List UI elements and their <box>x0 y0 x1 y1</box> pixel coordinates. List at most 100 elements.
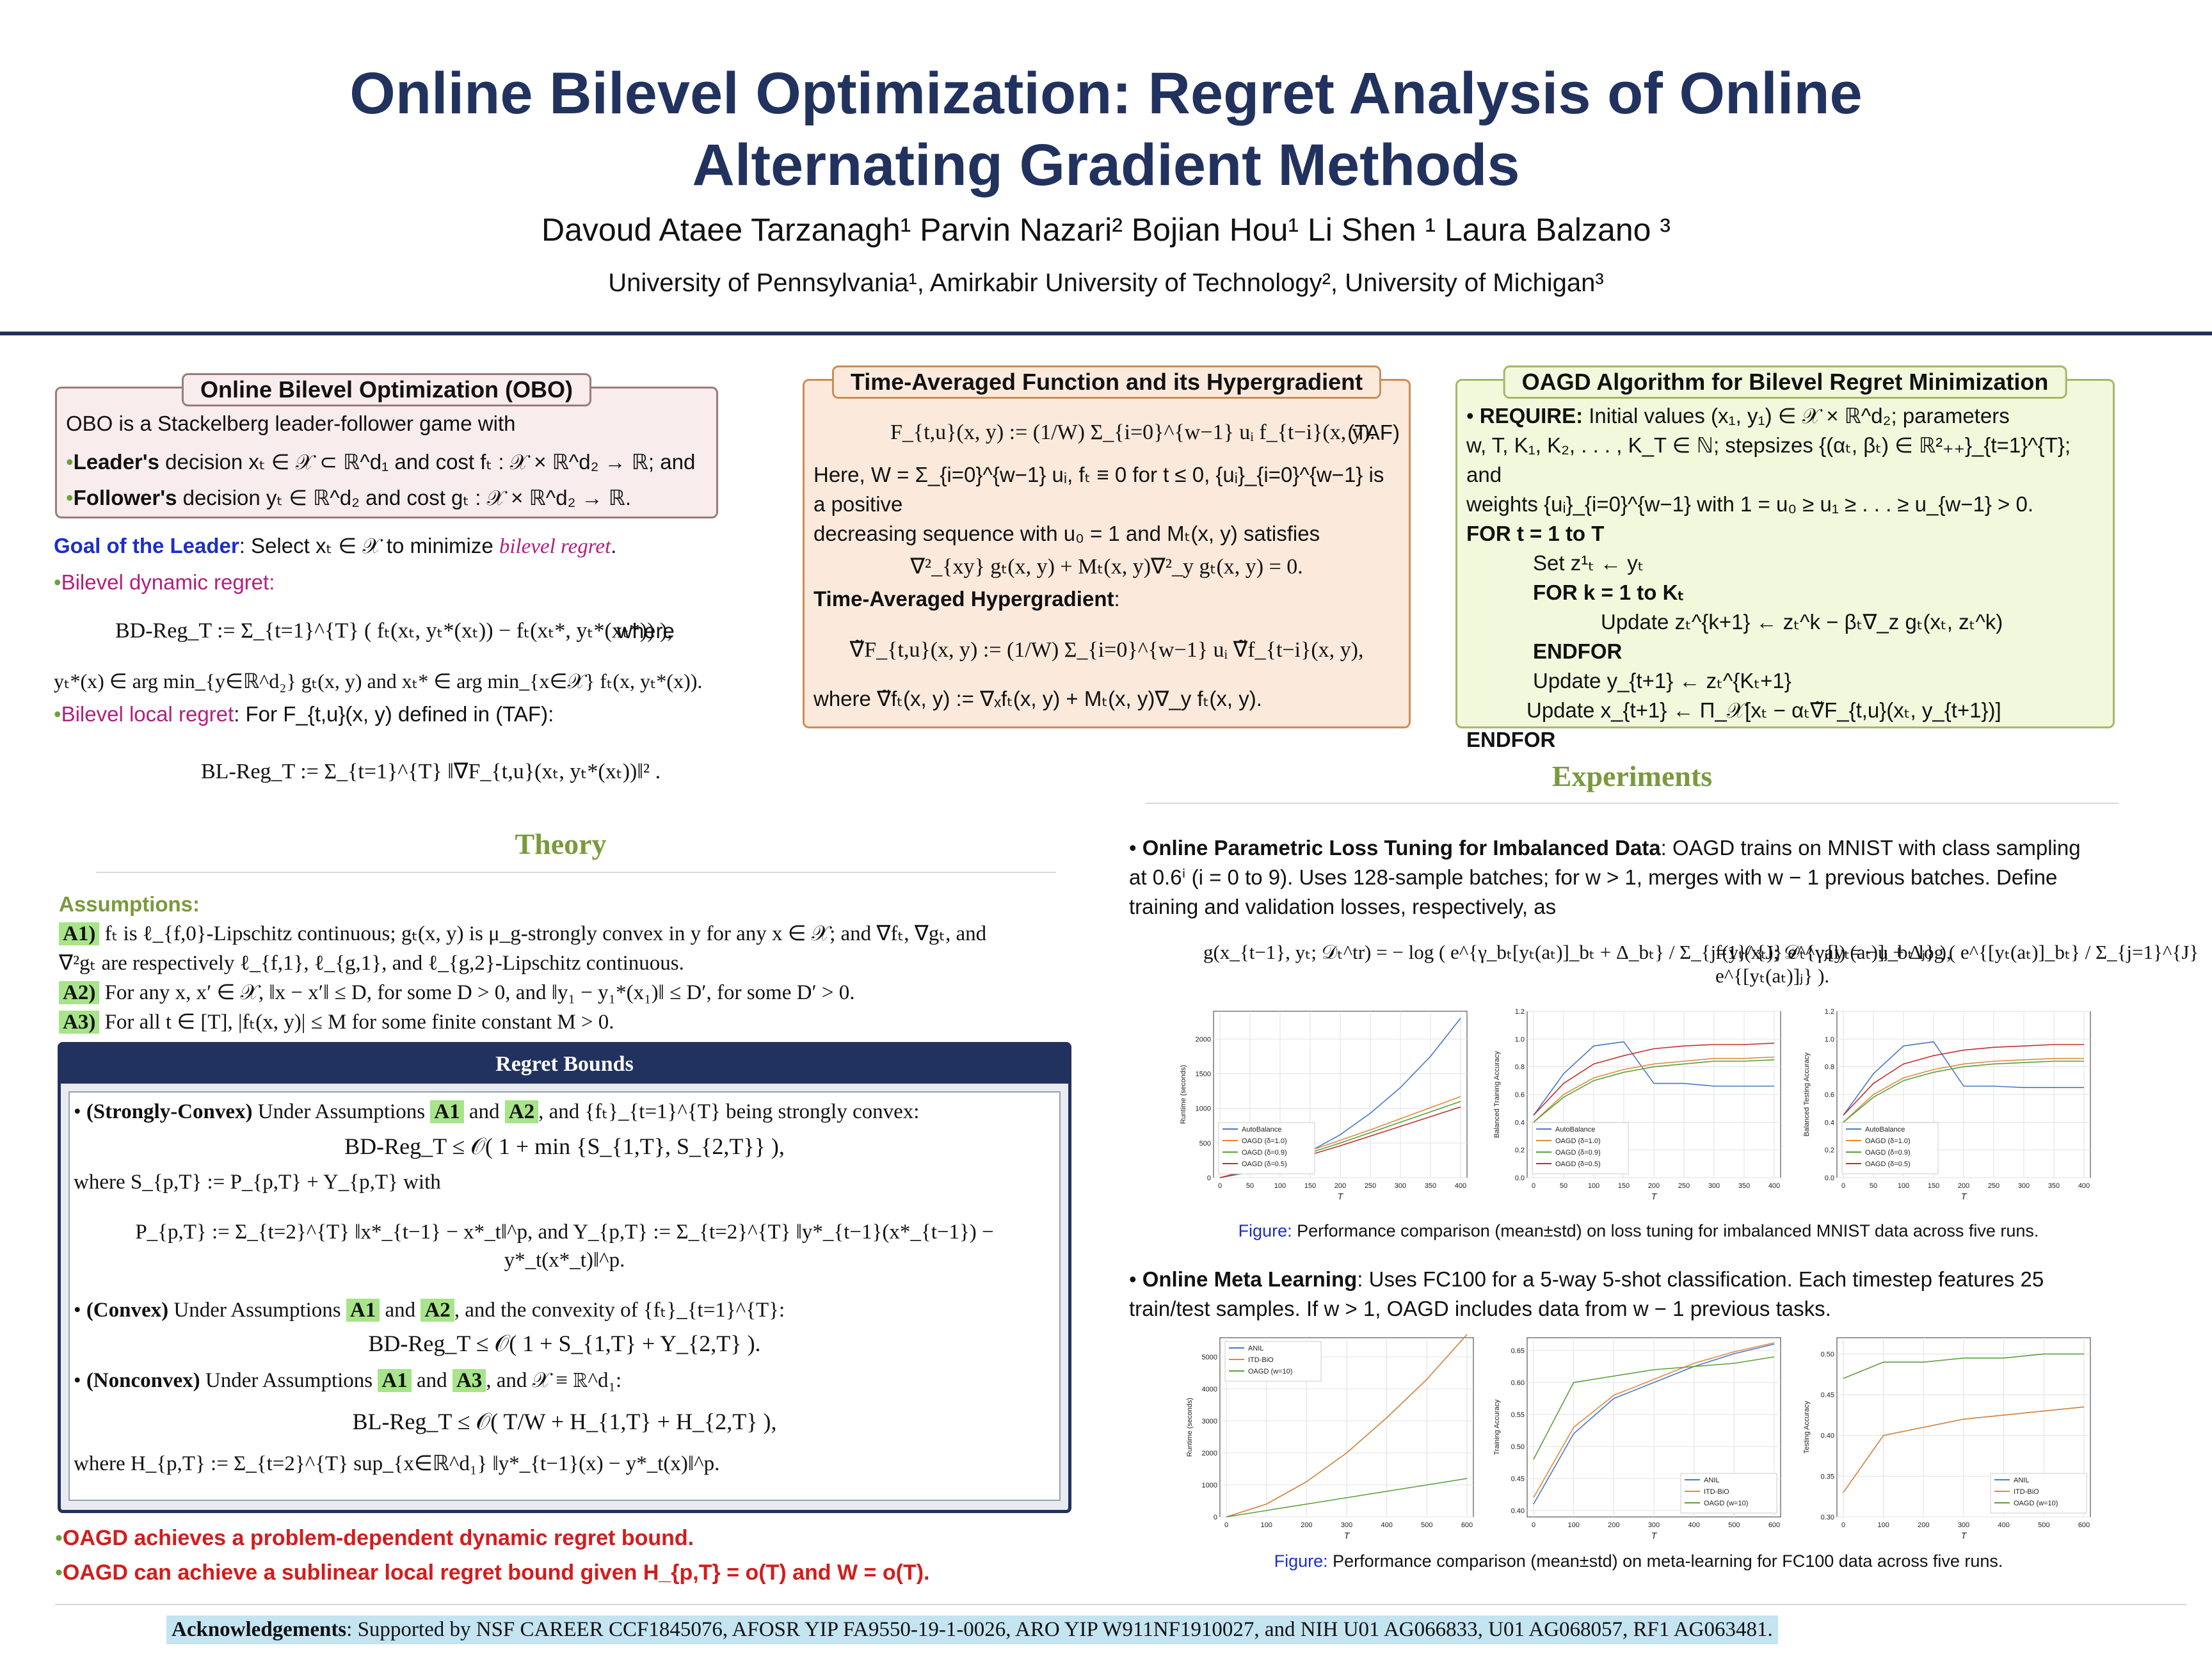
x-tick-label: 400 <box>2078 1182 2090 1190</box>
series-line <box>1843 1057 2084 1123</box>
x-tick-label: 300 <box>2018 1182 2030 1190</box>
taf-equation-2: ∇²_{xy} gₜ(x, y) + Mₜ(x, y)∇²_y gₜ(x, y)… <box>910 555 1303 579</box>
y-tick-label: 0.6 <box>1515 1091 1525 1099</box>
y-tick-label: 0.8 <box>1515 1064 1525 1071</box>
y-tick-label: 5000 <box>1202 1354 1217 1361</box>
x-tick-label: 300 <box>1341 1521 1352 1529</box>
obo-follower: •Follower's decision yₜ ∈ ℝ^d₂ and cost … <box>66 486 632 509</box>
figure-1-caption: Figure: Performance comparison (mean±std… <box>1238 1221 2039 1240</box>
oagd-line-8: ENDFOR <box>1466 728 1556 751</box>
bd-reg-equation: BD-Reg_T := Σ_{t=1}^{T} ( fₜ(xₜ, yₜ*(xₜ)… <box>115 619 673 643</box>
exp1-line-3: training and validation losses, respecti… <box>1129 895 1557 918</box>
experiments-heading: Experiments <box>1551 760 1713 792</box>
y-tick-label: 1000 <box>1202 1482 1217 1489</box>
regret-bounds-header: Regret Bounds <box>61 1045 1068 1084</box>
x-axis-label: T <box>1961 1530 1968 1541</box>
y-tick-label: 0.2 <box>1825 1147 1834 1155</box>
obo-intro: OBO is a Stackelberg leader-follower gam… <box>66 412 516 435</box>
y-axis-label: Training Accuracy <box>1493 1399 1501 1455</box>
y-tick-label: 0.4 <box>1825 1119 1834 1126</box>
legend-label: ANIL <box>2014 1477 2029 1484</box>
legend-label: AutoBalance <box>1242 1126 1281 1134</box>
x-axis-label: T <box>1651 1191 1658 1201</box>
y-tick-label: 0.40 <box>1511 1507 1525 1515</box>
legend-label: OAGD (δ=0.5) <box>1865 1160 1911 1168</box>
y-tick-label: 0.50 <box>1511 1443 1525 1451</box>
x-tick-label: 300 <box>1648 1521 1660 1529</box>
taf-eq-row: F_{t,u}(x, y) := (1/W) Σ_{i=0}^{w−1} uᵢ … <box>813 409 1400 460</box>
oagd-line-3: FOR k = 1 to Kₜ <box>1533 581 1685 604</box>
exp1-eq-val: f(yₜ(xₜ); 𝒟ₜ^val) = −u_bₜ log ( e^{[yₜ(a… <box>1715 941 2199 987</box>
exp2-line-2: train/test samples. If w > 1, OAGD inclu… <box>1129 1297 1831 1320</box>
affiliations: University of Pennsylvania¹, Amirkabir U… <box>608 269 1604 297</box>
x-tick-label: 350 <box>2048 1182 2060 1190</box>
y-tick-label: 1500 <box>1196 1071 1211 1078</box>
x-tick-label: 100 <box>1898 1182 1909 1190</box>
chart-runtime-mnist: 0 50 100 150 200 250 300 350 400 0 500 1000 1500 2000… <box>1180 1011 1468 1201</box>
x-tick-label: 600 <box>1768 1521 1780 1529</box>
y-tick-label: 0 <box>1207 1174 1211 1182</box>
x-tick-label: 150 <box>1304 1182 1316 1190</box>
x-tick-label: 100 <box>1274 1182 1286 1190</box>
y-axis-label: Runtime (seconds) <box>1180 1065 1187 1124</box>
exp1-line-2: at 0.6ⁱ (i = 0 to 9). Uses 128-sample ba… <box>1129 865 2058 889</box>
oagd-require-3: weights {uᵢ}_{i=0}^{w−1} with 1 = u₀ ≥ u… <box>1466 492 2034 516</box>
header-rule <box>0 332 2212 335</box>
oagd-label: OAGD Algorithm for Bilevel Regret Minimi… <box>1503 365 2067 399</box>
x-tick-label: 300 <box>1958 1521 1969 1529</box>
legend-label: OAGD (w=10) <box>1704 1500 1748 1507</box>
taf-box: Time-Averaged Function and its Hypergrad… <box>803 365 1411 728</box>
series-line <box>1533 1056 1775 1123</box>
x-axis-label: T <box>1961 1191 1968 1201</box>
x-tick-label: 150 <box>1928 1182 1939 1190</box>
x-axis-label: T <box>1651 1530 1658 1541</box>
sc-line: • (Strongly-Convex) Under Assumptions A1… <box>74 1100 920 1123</box>
series-line <box>1533 1041 1774 1116</box>
x-tick-label: 100 <box>1260 1521 1272 1529</box>
x-tick-label: 500 <box>2038 1521 2049 1529</box>
x-tick-label: 200 <box>1958 1182 1969 1190</box>
x-tick-label: 150 <box>1618 1182 1630 1190</box>
legend-label: OAGD (w=10) <box>2014 1500 2058 1507</box>
x-axis-label: T <box>1338 1191 1344 1201</box>
obo-box: Online Bilevel Optimization (OBO) OBO is… <box>55 373 718 518</box>
y-tick-label: 1.2 <box>1825 1008 1834 1016</box>
cv-equation: BD-Reg_T ≤ 𝒪( 1 + S_{1,T} + Y_{2,T} ). <box>368 1331 761 1356</box>
taf-text-3: where ∇̃fₜ(x, y) := ∇ₓfₜ(x, y) + Mₜ(x, y… <box>813 687 1262 710</box>
conclusions: •OAGD achieves a problem-dependent dynam… <box>55 1521 929 1590</box>
series-line <box>1533 1343 1775 1505</box>
y-tick-label: 2000 <box>1202 1450 1217 1457</box>
x-tick-label: 0 <box>1532 1182 1535 1190</box>
exp2-line-1: • Online Meta Learning: Uses FC100 for a… <box>1129 1267 2044 1291</box>
legend-box <box>1841 1122 1939 1174</box>
taf-equation-3: ∇̃F_{t,u}(x, y) := (1/W) Σ_{i=0}^{w−1} u… <box>849 638 1364 662</box>
legend-label: OAGD (w=10) <box>1248 1368 1292 1375</box>
x-tick-label: 200 <box>1301 1521 1312 1529</box>
x-tick-label: 200 <box>1608 1521 1619 1529</box>
sc-equation-2: P_{p,T} := Σ_{t=2}^{T} ‖x*_{t−1} − x*_t‖… <box>135 1221 994 1272</box>
goal-section: Goal of the Leader: Select xₜ ∈ 𝒳 to min… <box>54 531 732 787</box>
x-tick-label: 100 <box>1588 1182 1599 1190</box>
oagd-line-4: Update zₜ^{k+1} ← zₜ^k − βₜ∇_z gₜ(xₜ, zₜ… <box>1601 610 2003 634</box>
oagd-line-5: ENDFOR <box>1533 639 1623 663</box>
x-tick-label: 50 <box>1870 1182 1877 1190</box>
y-tick-label: 0.45 <box>1511 1475 1525 1483</box>
x-tick-label: 500 <box>1728 1521 1740 1529</box>
poster-title: Online Bilevel Optimization: Regret Anal… <box>0 58 2212 201</box>
series-line <box>1533 1356 1775 1460</box>
y-tick-label: 1000 <box>1196 1105 1211 1113</box>
legend-label: ANIL <box>1248 1345 1263 1352</box>
assumption-a1-cont: ∇²gₜ are respectively ℓ_{f,1}, ℓ_{g,1}, … <box>59 952 684 975</box>
y-tick-label: 0.40 <box>1821 1432 1834 1440</box>
legend-label: AutoBalance <box>1865 1126 1905 1134</box>
x-tick-label: 200 <box>1334 1182 1346 1190</box>
chart-training-acc-fc100: 0 100 200 300 400 500 600 0.40 0.45 0.50 0.55 0.60 0… <box>1493 1337 1781 1541</box>
y-tick-label: 2000 <box>1196 1036 1211 1043</box>
chart-training-acc-mnist: 0 50 100 150 200 250 300 350 400 0.0 0.2 0.4 0.6 0.8 1… <box>1493 1008 1781 1201</box>
bl-reg-equation: BL-Reg_T := Σ_{t=1}^{T} ‖∇F_{t,u}(xₜ, yₜ… <box>201 760 661 783</box>
oagd-line-2: Set z¹ₜ ← yₜ <box>1533 551 1644 575</box>
oagd-box: OAGD Algorithm for Bilevel Regret Minimi… <box>1455 365 2115 751</box>
oagd-line-1: FOR t = 1 to T <box>1466 522 1605 545</box>
x-tick-label: 300 <box>1708 1182 1720 1190</box>
y-tick-label: 1.0 <box>1825 1036 1834 1043</box>
